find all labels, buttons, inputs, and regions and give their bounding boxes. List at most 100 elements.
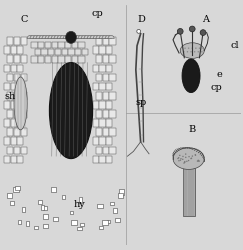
Bar (99, 156, 105, 164)
Wedge shape (102, 36, 108, 38)
Bar (109, 92, 116, 100)
Bar (42, 49, 48, 56)
Text: B: B (189, 125, 196, 134)
Circle shape (195, 48, 197, 49)
Bar (115, 218, 120, 222)
Bar (4, 46, 10, 54)
Bar (21, 110, 27, 118)
Circle shape (194, 51, 195, 52)
Bar (103, 110, 109, 118)
Bar (96, 146, 102, 154)
Bar (7, 146, 13, 154)
Bar (103, 128, 109, 136)
Circle shape (188, 156, 190, 158)
Circle shape (184, 161, 185, 162)
Bar (43, 214, 49, 219)
Bar (31, 56, 38, 62)
Bar (109, 56, 116, 63)
Circle shape (198, 51, 199, 52)
Bar (65, 56, 71, 62)
Circle shape (201, 51, 203, 52)
Bar (119, 190, 124, 194)
Bar (93, 46, 99, 54)
Wedge shape (63, 36, 69, 38)
Wedge shape (96, 36, 102, 38)
Bar (10, 101, 17, 109)
Bar (103, 56, 109, 63)
Wedge shape (48, 36, 54, 38)
Bar (26, 222, 29, 226)
Bar (96, 110, 102, 118)
Text: cl: cl (231, 41, 239, 50)
Bar (78, 42, 85, 48)
Bar (68, 49, 75, 56)
Circle shape (187, 51, 188, 52)
Bar (45, 56, 51, 62)
Bar (10, 46, 17, 54)
Bar (4, 101, 10, 109)
Bar (7, 74, 13, 81)
Circle shape (180, 158, 182, 160)
Bar (31, 42, 38, 48)
Bar (10, 119, 17, 127)
Bar (13, 187, 19, 192)
Bar (109, 110, 116, 118)
Bar (21, 92, 27, 100)
Circle shape (198, 160, 199, 162)
Bar (96, 56, 102, 63)
Bar (103, 92, 109, 100)
Bar (103, 146, 109, 154)
Bar (183, 168, 195, 216)
Bar (17, 46, 24, 54)
Bar (14, 37, 20, 45)
Bar (14, 56, 20, 63)
Bar (7, 92, 13, 100)
Bar (97, 204, 103, 208)
Bar (96, 128, 102, 136)
Circle shape (195, 154, 196, 156)
Ellipse shape (49, 62, 93, 158)
Bar (71, 220, 77, 225)
Bar (7, 193, 12, 198)
Circle shape (184, 48, 186, 49)
Circle shape (188, 160, 189, 161)
Bar (10, 64, 17, 72)
Circle shape (199, 48, 200, 49)
Bar (17, 119, 24, 127)
Ellipse shape (182, 59, 200, 92)
Bar (4, 119, 10, 127)
Text: sh: sh (5, 92, 16, 101)
Bar (10, 156, 17, 164)
Circle shape (177, 158, 179, 159)
Wedge shape (42, 36, 48, 38)
Circle shape (190, 51, 192, 52)
Circle shape (179, 155, 181, 156)
Bar (52, 217, 58, 221)
Bar (7, 128, 13, 136)
Bar (99, 101, 105, 109)
Bar (99, 64, 105, 72)
Bar (58, 42, 65, 48)
Circle shape (177, 28, 183, 34)
Bar (38, 56, 44, 62)
Bar (4, 64, 10, 72)
Circle shape (180, 160, 181, 161)
Bar (61, 195, 65, 199)
Wedge shape (69, 36, 75, 38)
Text: hy: hy (73, 200, 85, 209)
Bar (72, 56, 78, 62)
Bar (21, 37, 27, 45)
Text: cp: cp (210, 83, 222, 92)
Bar (21, 74, 27, 81)
Bar (109, 74, 116, 81)
Circle shape (197, 160, 198, 162)
Bar (99, 119, 105, 127)
Bar (93, 156, 99, 164)
Bar (38, 42, 44, 48)
Bar (34, 226, 38, 229)
Bar (14, 74, 20, 81)
Bar (55, 49, 61, 56)
Circle shape (195, 154, 196, 156)
Wedge shape (93, 36, 99, 38)
Bar (38, 200, 42, 204)
